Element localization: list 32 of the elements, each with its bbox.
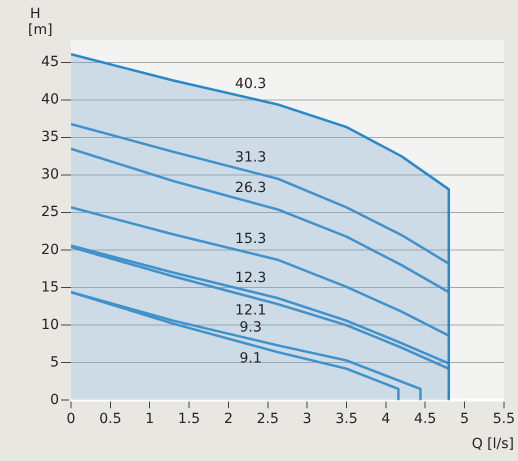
x-tick-label: 5.5 [492,411,515,428]
y-tick-label: 20 [41,242,59,258]
y-tick-label: 35 [41,129,59,146]
series-label: 31.3 [235,149,266,166]
series-label: 26.3 [235,180,266,196]
y-tick-label: 10 [41,316,59,333]
x-tick-label: 4.5 [414,411,436,428]
x-tick-label: 5 [460,411,469,428]
y-tick-label: 0 [50,392,59,408]
y-axis-title: H [m] [28,6,54,38]
x-axis-title: Q [l/s] [472,436,514,452]
series-label: 40.3 [235,76,266,92]
x-tick-label: 0 [66,411,76,428]
y-tick-label: 15 [41,279,59,296]
x-tick-label: 0.5 [99,411,122,428]
y-tick-label: 5 [50,354,59,370]
y-tick-label: 45 [41,54,59,70]
x-tick-label: 1 [145,411,154,428]
x-tick-label: 2 [224,411,233,428]
x-tick-label: 2.5 [256,411,279,428]
series-label: 15.3 [235,230,266,247]
series-label: 9.3 [240,320,262,336]
y-tick-label: 25 [41,204,59,220]
x-tick-label: 4 [381,411,390,428]
series-label: 12.1 [235,302,266,319]
y-tick-label: 30 [41,166,59,183]
x-tick-label: 1.5 [178,411,200,428]
x-tick-label: 3 [302,411,312,428]
series-label: 9.1 [240,350,262,366]
series-label: 12.3 [235,270,266,286]
x-tick-label: 3.5 [335,411,358,428]
y-tick-label: 40 [41,92,59,108]
